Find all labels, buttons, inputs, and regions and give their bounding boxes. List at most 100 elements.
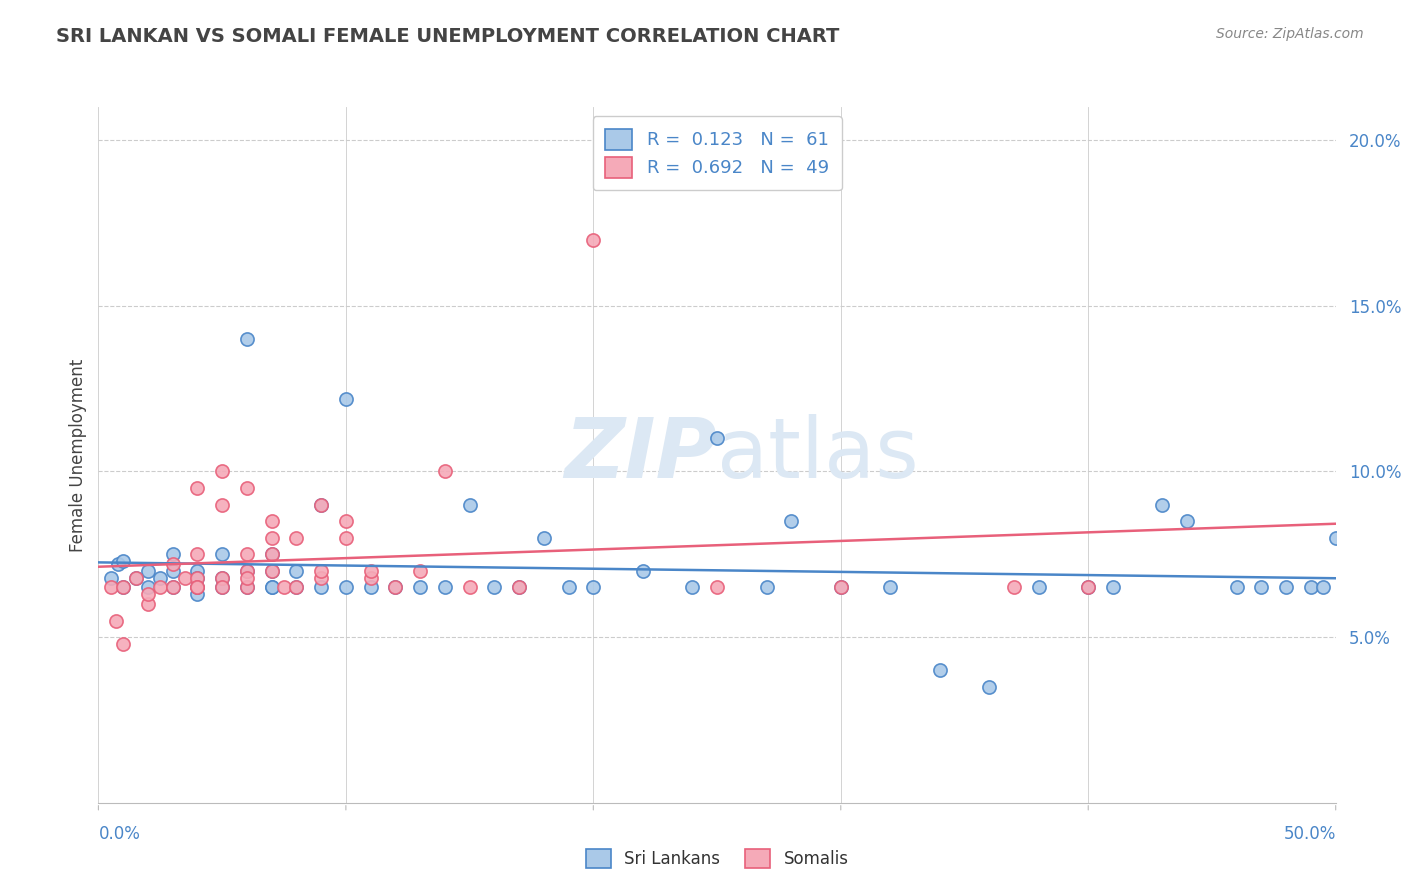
Point <box>211 570 233 584</box>
Point <box>112 637 135 651</box>
Point <box>162 564 184 578</box>
Point <box>104 614 127 628</box>
Point <box>186 481 208 495</box>
Point <box>979 680 1001 694</box>
Point <box>335 581 357 595</box>
Point <box>557 581 579 595</box>
Point <box>1077 581 1099 595</box>
Point <box>409 581 432 595</box>
Point <box>186 581 208 595</box>
Point <box>1299 581 1322 595</box>
Point <box>1175 514 1198 528</box>
Point <box>706 581 728 595</box>
Point <box>136 581 159 595</box>
Point <box>484 581 506 595</box>
Point <box>706 431 728 445</box>
Point <box>458 581 481 595</box>
Point <box>112 581 135 595</box>
Point <box>211 581 233 595</box>
Point <box>236 547 259 561</box>
Point <box>285 564 308 578</box>
Point <box>124 570 146 584</box>
Point <box>162 581 184 595</box>
Point <box>186 581 208 595</box>
Point <box>285 531 308 545</box>
Point <box>508 581 530 595</box>
Point <box>582 233 605 247</box>
Point <box>830 581 852 595</box>
Point <box>211 498 233 512</box>
Point <box>186 570 208 584</box>
Point <box>112 554 135 568</box>
Point <box>409 564 432 578</box>
Point <box>384 581 406 595</box>
Point <box>162 581 184 595</box>
Point <box>174 570 197 584</box>
Point <box>260 531 283 545</box>
Point <box>236 332 259 346</box>
Point <box>236 564 259 578</box>
Point <box>186 547 208 561</box>
Point <box>1312 581 1334 595</box>
Point <box>1152 498 1174 512</box>
Point <box>211 570 233 584</box>
Point <box>681 581 703 595</box>
Point <box>236 570 259 584</box>
Point <box>830 581 852 595</box>
Text: ZIP: ZIP <box>564 415 717 495</box>
Point <box>928 663 950 677</box>
Legend: Sri Lankans, Somalis: Sri Lankans, Somalis <box>575 838 859 878</box>
Point <box>260 514 283 528</box>
Point <box>149 570 172 584</box>
Point <box>136 597 159 611</box>
Point <box>360 564 382 578</box>
Text: 50.0%: 50.0% <box>1284 825 1336 843</box>
Point <box>1275 581 1298 595</box>
Point <box>260 581 283 595</box>
Point <box>100 581 122 595</box>
Point <box>107 558 129 572</box>
Point <box>186 570 208 584</box>
Point <box>335 392 357 406</box>
Point <box>162 547 184 561</box>
Point <box>458 498 481 512</box>
Point <box>1002 581 1025 595</box>
Point <box>1102 581 1125 595</box>
Point <box>309 564 332 578</box>
Point <box>1226 581 1249 595</box>
Point <box>533 531 555 545</box>
Point <box>1324 531 1347 545</box>
Point <box>309 581 332 595</box>
Point <box>1028 581 1050 595</box>
Point <box>211 465 233 479</box>
Point <box>211 581 233 595</box>
Point <box>260 547 283 561</box>
Point <box>755 581 778 595</box>
Point <box>309 498 332 512</box>
Point <box>582 581 605 595</box>
Point <box>360 581 382 595</box>
Point <box>136 564 159 578</box>
Point <box>1250 581 1272 595</box>
Point <box>186 587 208 601</box>
Point <box>433 581 456 595</box>
Point <box>433 465 456 479</box>
Text: atlas: atlas <box>717 415 918 495</box>
Point <box>384 581 406 595</box>
Point <box>236 564 259 578</box>
Point <box>309 498 332 512</box>
Point <box>136 587 159 601</box>
Point <box>260 564 283 578</box>
Point <box>260 547 283 561</box>
Point <box>162 558 184 572</box>
Point <box>273 581 295 595</box>
Point <box>285 581 308 595</box>
Point <box>780 514 803 528</box>
Point <box>100 570 122 584</box>
Point <box>879 581 901 595</box>
Point <box>260 581 283 595</box>
Point <box>360 570 382 584</box>
Point <box>149 581 172 595</box>
Point <box>260 564 283 578</box>
Text: SRI LANKAN VS SOMALI FEMALE UNEMPLOYMENT CORRELATION CHART: SRI LANKAN VS SOMALI FEMALE UNEMPLOYMENT… <box>56 27 839 45</box>
